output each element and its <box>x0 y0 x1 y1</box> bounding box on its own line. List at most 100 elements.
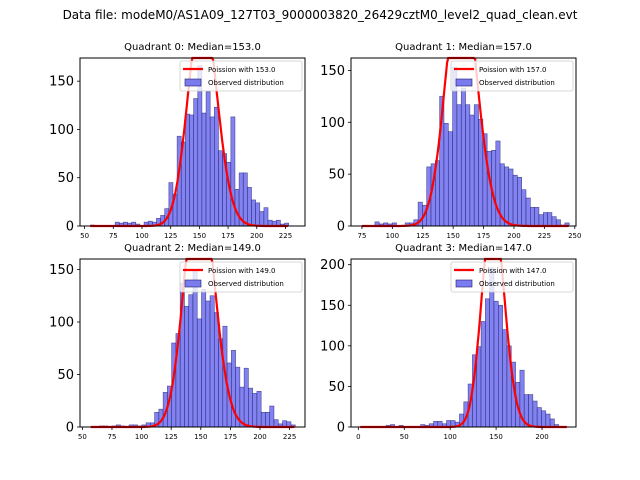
histogram-bar <box>525 197 531 227</box>
subplot-quadrant-2: Quadrant 2: Median=149.0 50 75 100 125 150 175… <box>49 243 306 441</box>
subplot-title: Quadrant 2: Median=149.0 <box>124 243 261 254</box>
histogram-bar <box>534 207 540 227</box>
histogram-bar <box>465 104 471 227</box>
histogram-bar <box>205 91 211 227</box>
histogram-bar <box>184 305 190 428</box>
x-tick-label: 50 <box>80 232 89 240</box>
histogram-bar <box>538 214 544 227</box>
legend-label-poisson: Poission with 157.0 <box>479 66 547 74</box>
subplot-quadrant-0: Quadrant 0: Median=153.0 50 75 100 125 150 175… <box>49 42 306 240</box>
x-tick-label: 100 <box>135 433 148 441</box>
x-tick-label: 125 <box>416 232 429 240</box>
y-tick-label: 0 <box>66 220 74 235</box>
x-tick-label: 75 <box>357 232 366 240</box>
histogram-bar <box>469 114 475 227</box>
y-tick-label: 0 <box>66 421 74 436</box>
histogram-bar <box>460 87 466 227</box>
y-tick-label: 100 <box>320 116 345 131</box>
histogram-bar <box>485 298 490 428</box>
y-tick-label: 50 <box>328 168 345 183</box>
histogram-bar <box>213 312 219 428</box>
x-tick-label: 200 <box>250 232 263 240</box>
histogram-bar <box>545 413 551 428</box>
x-tick-label: 125 <box>164 433 177 441</box>
y-tick-label: 50 <box>328 380 345 395</box>
x-tick-label: 175 <box>224 433 237 441</box>
histogram-bar <box>536 407 542 428</box>
x-tick-label: 225 <box>283 433 296 441</box>
y-tick-label: 0 <box>337 421 345 436</box>
histogram-bar <box>273 419 279 428</box>
x-tick-label: 50 <box>400 433 409 441</box>
histogram-bar <box>498 304 503 428</box>
legend-box <box>450 261 574 293</box>
histogram-bar <box>476 346 482 428</box>
histogram-bar <box>209 295 215 428</box>
x-tick-label: 200 <box>253 433 266 441</box>
histogram-bar <box>473 104 479 227</box>
histogram-bar <box>443 123 449 227</box>
histogram-bar <box>230 116 236 227</box>
y-tick-label: 50 <box>57 171 74 186</box>
x-tick-label: 200 <box>507 232 520 240</box>
histogram-bar <box>252 393 258 428</box>
legend-label-poisson: Poission with 149.0 <box>208 267 276 275</box>
histogram-bar <box>185 113 190 227</box>
histogram-bar <box>512 174 518 227</box>
histogram-bar <box>247 187 252 227</box>
x-tick-label: 175 <box>221 232 234 240</box>
legend-box <box>179 261 303 293</box>
histogram-bar <box>260 411 266 428</box>
histogram-bar <box>551 216 557 227</box>
histogram-bar <box>456 104 462 227</box>
x-tick-label: 200 <box>535 433 548 441</box>
histogram-bar <box>504 166 510 227</box>
x-tick-label: 150 <box>194 433 207 441</box>
histogram-bar <box>263 207 269 227</box>
y-tick-label: 150 <box>49 75 74 90</box>
x-tick-label: 50 <box>78 433 87 441</box>
histogram-bar <box>192 269 198 428</box>
legend-label-poisson: Poission with 147.0 <box>479 267 547 275</box>
histogram-bar <box>205 300 211 428</box>
histogram-bar <box>193 98 199 227</box>
histogram-bar <box>547 212 553 227</box>
legend-patch-icon <box>184 279 202 288</box>
y-tick-label: 150 <box>320 299 345 314</box>
x-tick-label: 225 <box>279 232 292 240</box>
y-tick-label: 150 <box>49 263 74 278</box>
y-tick-label: 100 <box>49 123 74 138</box>
legend-label-observed: Observed distribution <box>479 79 555 87</box>
subplot-quadrant-3: Quadrant 3: Median=147.0 0 50 100 150 200 0 50 1… <box>320 243 577 441</box>
x-tick-label: 175 <box>477 232 490 240</box>
histogram-bar <box>521 189 527 227</box>
histogram-bar <box>541 410 547 428</box>
legend-patch-icon <box>455 279 473 288</box>
histogram-bar <box>255 202 261 227</box>
x-tick-label: 150 <box>489 433 502 441</box>
x-tick-label: 150 <box>193 232 206 240</box>
histogram-bar <box>196 318 202 428</box>
histogram-bar <box>189 114 194 227</box>
histogram-bar <box>502 329 508 428</box>
legend-label-poisson: Poission with 153.0 <box>208 66 276 74</box>
y-tick-label: 100 <box>320 339 345 354</box>
x-tick-label: 250 <box>568 232 581 240</box>
x-tick-label: 0 <box>356 433 360 441</box>
x-tick-label: 75 <box>108 433 117 441</box>
histogram-bar <box>493 300 499 428</box>
histogram-bar <box>542 212 548 227</box>
histogram-bar <box>269 405 275 428</box>
x-tick-label: 100 <box>135 232 148 240</box>
x-tick-label: 75 <box>109 232 118 240</box>
y-tick-label: 0 <box>337 220 345 235</box>
histogram-bar <box>517 176 522 227</box>
legend-label-observed: Observed distribution <box>208 79 284 87</box>
histogram-bar <box>201 289 207 428</box>
subplot-title: Quadrant 0: Median=153.0 <box>124 42 261 53</box>
histogram-bar <box>265 411 271 428</box>
histogram-bar <box>508 168 514 227</box>
axes-frame <box>79 57 306 227</box>
legend-label-observed: Observed distribution <box>479 280 555 288</box>
